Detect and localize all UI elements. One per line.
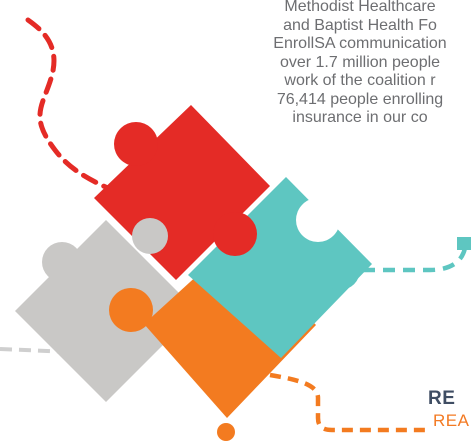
teal-dashed-connector [323, 243, 473, 273]
footer-subheading: REA [433, 411, 470, 430]
paragraph-line: work of the coalition r [284, 72, 436, 89]
puzzle-piece-teal [188, 177, 372, 358]
paragraph-line: and Baptist Health Fo [283, 16, 437, 34]
paragraph-line: Methodist Healthcare [284, 0, 436, 15]
body-paragraph: Methodist Healthcare and Baptist Health … [150, 0, 475, 128]
paragraph-line: EnrollSA communication [273, 35, 447, 52]
teal-endpoint-square [457, 237, 471, 250]
paragraph-line: 76,414 people enrolling [276, 90, 444, 108]
footer-heading: RE [428, 388, 456, 409]
paragraph-line: insurance in our co [292, 109, 428, 126]
red-dashed-connector [25, 17, 115, 193]
paragraph-line: over 1.7 million people [279, 53, 441, 71]
puzzle-piece-red [94, 105, 270, 280]
puzzle-piece-gray [15, 220, 197, 402]
orange-dashed-connector [269, 372, 425, 433]
